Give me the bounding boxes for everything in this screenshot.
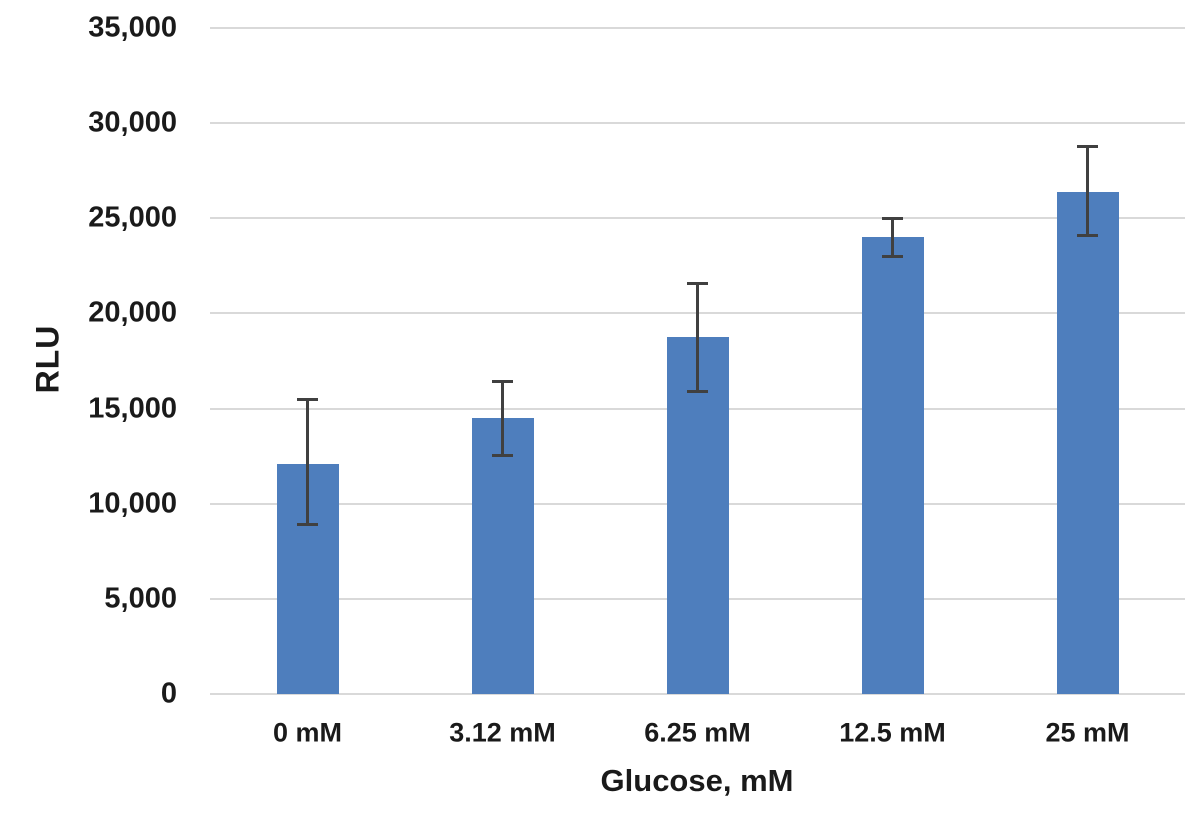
y-tick-label: 5,000 [104,582,177,615]
error-bar-cap-bottom [492,454,513,458]
bar-6.25-mm [666,337,729,694]
error-bar-cap-bottom [1077,234,1098,238]
bar-3.12-mm [471,418,534,694]
error-bar-cap-bottom [297,522,318,526]
y-tick-label: 35,000 [88,11,177,44]
x-tick-label: 25 mM [1045,717,1130,748]
y-tick-label: 20,000 [88,296,177,329]
error-bar-cap-top [882,217,903,221]
y-tick-label: 25,000 [88,201,177,234]
bar-25-mm [1056,191,1119,694]
y-tick-label: 15,000 [88,392,177,425]
error-bar-cap-bottom [687,390,708,394]
x-tick-label: 0 mM [272,717,343,748]
error-bar-line [891,218,894,257]
x-tick-label: 12.5 mM [839,717,946,748]
x-tick-label: 6.25 mM [644,717,751,748]
y-tick-label: 30,000 [88,106,177,139]
gridline [210,122,1185,125]
plot-area [210,27,1185,695]
error-bar-line [696,282,699,392]
error-bar-cap-top [687,281,708,285]
error-bar-line [501,380,504,456]
error-bar-cap-bottom [882,255,903,259]
x-axis-title: Glucose, mM [600,763,794,798]
error-bar-line [306,399,309,524]
y-tick-label: 0 [160,677,177,710]
bar-12.5-mm [861,237,924,694]
error-bar-cap-top [297,398,318,402]
y-tick-label: 10,000 [88,487,177,520]
error-bar-cap-top [1077,144,1098,148]
x-tick-label: 3.12 mM [449,717,556,748]
gridline [210,27,1185,29]
gridline [210,693,1185,695]
y-axis-title: RLU [29,324,66,394]
error-bar-line [1086,145,1089,236]
gridline [210,217,1185,220]
error-bar-cap-top [492,379,513,383]
